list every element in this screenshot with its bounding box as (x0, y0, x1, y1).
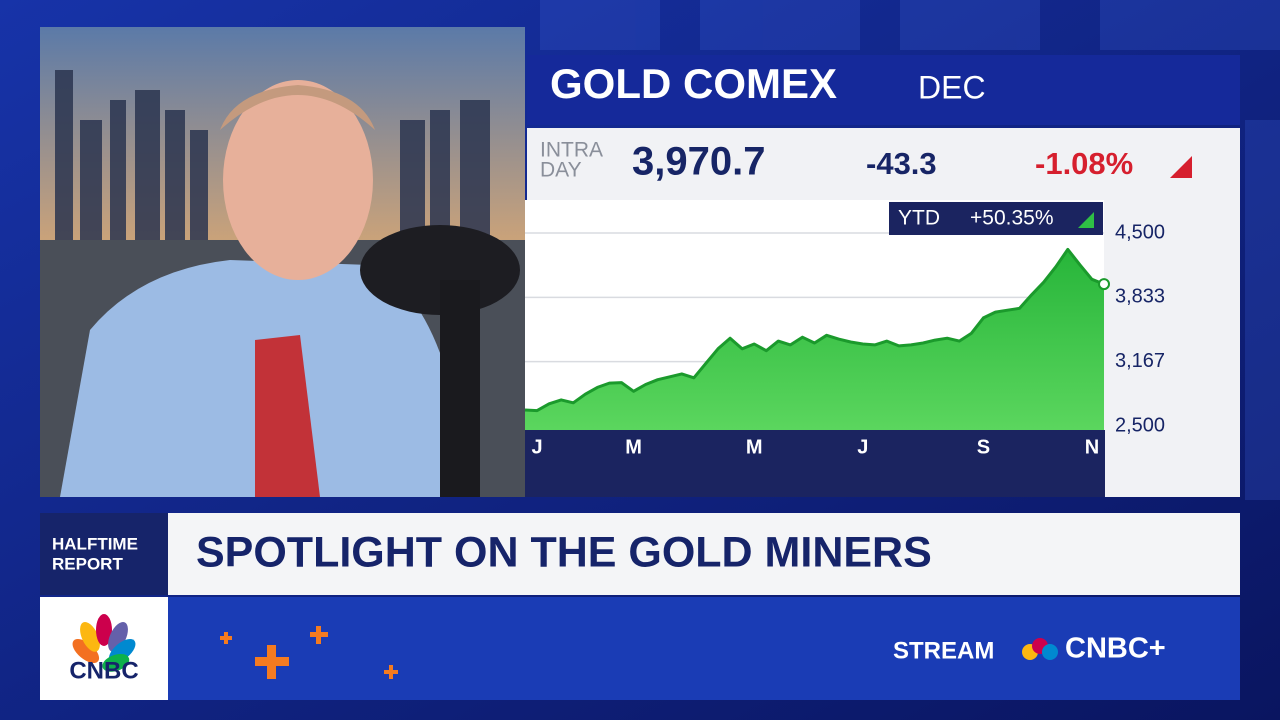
ytd-value: +50.35% (970, 207, 1054, 230)
stream-brand: CNBC+ (1065, 633, 1166, 665)
last-point (1098, 278, 1110, 291)
y-tick-label: 4,500 (1115, 221, 1165, 243)
show-name: REPORT (52, 554, 123, 573)
show-box (40, 513, 168, 595)
peacock-logo (72, 614, 136, 672)
quote-panel (527, 128, 1240, 200)
x-tick-label: J (857, 436, 868, 458)
chart: 2,500 3,167 3,833 4,500 J M M J S N (524, 221, 1165, 458)
headline-bar (40, 513, 1240, 595)
x-axis-panel (525, 430, 1105, 497)
stream-logo (1022, 638, 1058, 660)
y-tick-label: 3,167 (1115, 350, 1165, 372)
ticker-bar (40, 597, 1240, 700)
logo-text: CNBC (69, 657, 138, 684)
video-feed (40, 27, 525, 497)
y-axis-panel (1104, 200, 1240, 497)
x-tick-label: M (625, 436, 642, 458)
x-tick-label: M (746, 436, 763, 458)
y-tick-label: 2,500 (1115, 414, 1165, 436)
background-pattern (540, 0, 1280, 500)
area-fill (525, 249, 1104, 430)
show-name: HALFTIME (52, 534, 138, 553)
decor-plus (220, 626, 398, 679)
down-arrow (1170, 156, 1192, 178)
quote-price: 3,970.7 (632, 140, 765, 184)
stream-label: STREAM (893, 637, 994, 664)
quote-label: INTRA (540, 139, 603, 162)
ytd-badge (889, 202, 1103, 235)
quote-percent: -1.08% (1035, 146, 1133, 181)
x-tick-label: S (977, 436, 990, 458)
quote-label: DAY (540, 159, 582, 182)
logo-box (40, 597, 168, 700)
price-line (524, 247, 1105, 413)
contract-label: DEC (918, 69, 986, 105)
y-tick-label: 3,833 (1115, 286, 1165, 308)
x-tick-label: N (1085, 436, 1099, 458)
chart-title: GOLD COMEX (550, 60, 837, 107)
ytd-label: YTD (898, 207, 940, 230)
title-banner (527, 55, 1240, 125)
quote-change: -43.3 (866, 146, 937, 181)
x-tick-label: J (532, 436, 543, 458)
ytd-arrow (1078, 212, 1094, 228)
headline: SPOTLIGHT ON THE GOLD MINERS (196, 528, 932, 576)
